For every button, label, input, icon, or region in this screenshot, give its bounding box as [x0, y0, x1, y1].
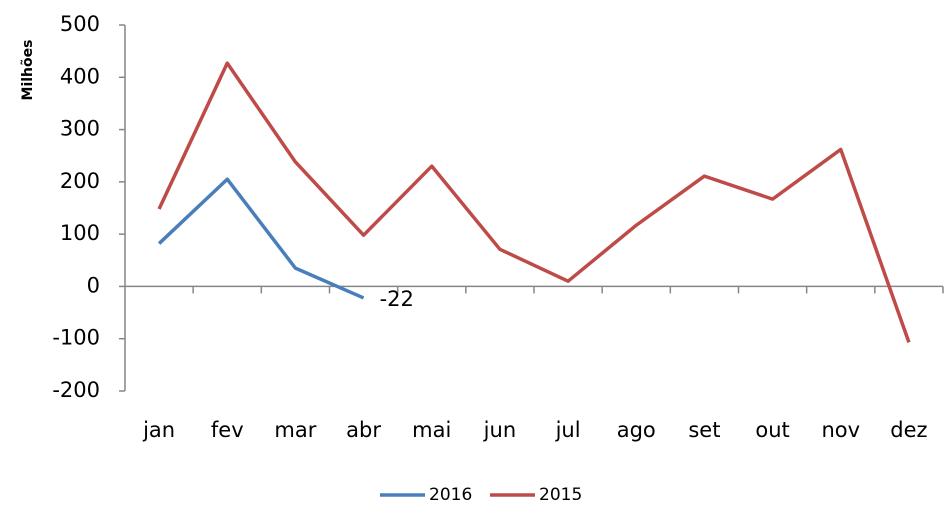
series-line — [157, 61, 911, 343]
y-tick-label: -200 — [52, 378, 100, 402]
y-tick-label: 0 — [87, 273, 100, 297]
y-tick-label: 400 — [60, 64, 100, 88]
y-tick-label: 500 — [60, 12, 100, 36]
x-tick-label: nov — [821, 418, 860, 442]
x-tick-label: mai — [412, 418, 451, 442]
data-label: -22 — [380, 287, 414, 311]
x-tick-label: jul — [555, 418, 581, 442]
y-axis-label: Milhões — [20, 40, 36, 101]
y-tick-label: 100 — [60, 221, 100, 245]
y-tick-label: 300 — [60, 117, 100, 141]
x-tick-label: jun — [483, 418, 516, 442]
series-line — [157, 177, 365, 300]
y-tick-label: 200 — [60, 169, 100, 193]
x-tick-label: fev — [211, 418, 244, 442]
x-tick-label: ago — [617, 418, 656, 442]
x-tick-label: out — [755, 418, 789, 442]
x-tick-label: set — [688, 418, 720, 442]
y-tick-label: -100 — [52, 326, 100, 350]
legend-label: 2016 — [429, 485, 472, 505]
x-tick-label: dez — [890, 418, 927, 442]
legend-label: 2015 — [539, 485, 582, 505]
x-tick-label: jan — [142, 418, 175, 442]
x-tick-label: abr — [346, 418, 381, 442]
x-tick-label: mar — [274, 418, 316, 442]
